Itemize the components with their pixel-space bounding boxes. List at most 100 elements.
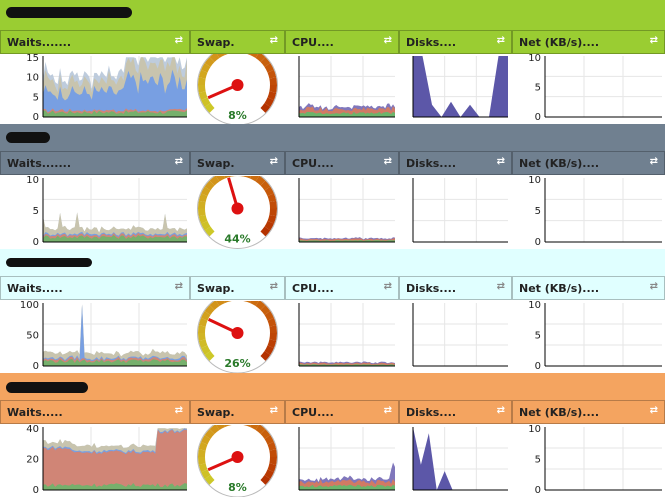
y-tick-label: 0: [33, 361, 39, 372]
refresh-icon[interactable]: ⇄: [269, 281, 278, 292]
chart-svg: 10 5 0: [528, 300, 662, 372]
group-2-header[interactable]: [0, 124, 665, 151]
gauge-arc: [264, 311, 274, 321]
refresh-icon[interactable]: ⇄: [174, 281, 183, 292]
refresh-icon[interactable]: ⇄: [269, 35, 278, 46]
column-header-waits[interactable]: Waits..... ⇄: [0, 400, 190, 424]
column-header-net[interactable]: Net (KB/s).... ⇄: [512, 276, 665, 300]
gauge-arc: [267, 91, 277, 101]
refresh-icon[interactable]: ⇄: [174, 35, 183, 46]
gauge-arc: [198, 317, 208, 327]
gauge-arc: [201, 311, 211, 321]
gauge-arc: [198, 214, 208, 224]
column-header-disks[interactable]: Disks.... ⇄: [399, 30, 512, 54]
column-header-disks[interactable]: Disks.... ⇄: [399, 400, 512, 424]
gauge-arc: [264, 469, 274, 479]
column-header-swap[interactable]: Swap. ⇄: [190, 30, 285, 54]
refresh-icon[interactable]: ⇄: [496, 281, 505, 292]
column-header-label: Waits.....: [7, 282, 63, 295]
gauge-arc: [264, 186, 274, 197]
column-header-net[interactable]: Net (KB/s).... ⇄: [512, 151, 665, 175]
gauge-hub: [231, 327, 244, 339]
column-header-label: Net (KB/s)....: [519, 157, 599, 170]
chart-svg: [298, 56, 395, 118]
y-tick-label: 10: [528, 54, 541, 64]
chart-svg: [298, 427, 395, 491]
gauge-arc: [209, 300, 220, 311]
refresh-icon[interactable]: ⇄: [383, 156, 392, 167]
y-tick-label: 100: [20, 301, 39, 311]
refresh-icon[interactable]: ⇄: [383, 281, 392, 292]
refresh-icon[interactable]: ⇄: [496, 405, 505, 416]
gauge-arc: [267, 214, 277, 224]
column-header-label: Net (KB/s)....: [519, 406, 599, 419]
group-4-header[interactable]: [0, 373, 665, 400]
gauge-arc: [269, 332, 277, 341]
gauge-arc: [198, 456, 206, 465]
refresh-icon[interactable]: ⇄: [383, 35, 392, 46]
cpu-area-series: [299, 111, 395, 117]
gauge-hub: [231, 79, 244, 91]
refresh-icon[interactable]: ⇄: [383, 405, 392, 416]
column-header-swap[interactable]: Swap. ⇄: [190, 400, 285, 424]
column-header-disks[interactable]: Disks.... ⇄: [399, 151, 512, 175]
cpu-area-series: [299, 484, 395, 490]
swap-percent-label: 8%: [228, 109, 247, 122]
gauge-arc: [198, 84, 206, 93]
chart-svg: 10 5 0: [528, 175, 662, 248]
refresh-icon[interactable]: ⇄: [174, 156, 183, 167]
panel-waits,swap,cpu,disks,net: 100 50 0: [0, 300, 190, 373]
y-tick-label: 0: [33, 237, 39, 248]
column-header-disks[interactable]: Disks.... ⇄: [399, 276, 512, 300]
gauge-arc: [260, 429, 271, 440]
y-tick-label: 0: [535, 485, 541, 496]
waits-area-series: [43, 234, 187, 242]
column-header-swap[interactable]: Swap. ⇄: [190, 276, 285, 300]
gauge-arc: [249, 172, 260, 182]
refresh-icon[interactable]: ⇄: [496, 156, 505, 167]
gauge-arc: [260, 180, 271, 191]
column-header-waits[interactable]: Waits..... ⇄: [0, 276, 190, 300]
panel-waits,swap,cpu,disks,net: 15 10 5 0: [0, 53, 190, 124]
column-header-swap[interactable]: Swap. ⇄: [190, 151, 285, 175]
column-header-waits[interactable]: Waits....... ⇄: [0, 151, 190, 175]
refresh-icon[interactable]: ⇄: [649, 35, 658, 46]
chart-svg: 10 5 0: [528, 424, 662, 496]
refresh-icon[interactable]: ⇄: [269, 156, 278, 167]
group-1-header[interactable]: [0, 0, 665, 30]
gauge-arc: [267, 193, 277, 203]
column-header-cpu[interactable]: CPU.... ⇄: [285, 400, 399, 424]
column-header-net[interactable]: Net (KB/s).... ⇄: [512, 30, 665, 54]
column-header-waits[interactable]: Waits....... ⇄: [0, 30, 190, 54]
chart-svg: 15 10 5 0: [26, 53, 187, 123]
refresh-icon[interactable]: ⇄: [496, 35, 505, 46]
column-header-cpu[interactable]: CPU.... ⇄: [285, 276, 399, 300]
gauge-arc: [267, 69, 277, 79]
refresh-icon[interactable]: ⇄: [649, 281, 658, 292]
swap-percent-label: 8%: [228, 481, 247, 494]
refresh-icon[interactable]: ⇄: [174, 405, 183, 416]
refresh-icon[interactable]: ⇄: [649, 156, 658, 167]
panel-waits,swap,cpu,disks,net: 10 5 0: [512, 300, 665, 373]
panel-waits,swap,cpu,disks,net: 40 20 0: [0, 424, 190, 497]
group-3-header[interactable]: [0, 249, 665, 277]
gauge-arc: [201, 97, 211, 107]
gauge-arc: [201, 220, 211, 231]
column-header-label: Swap.: [197, 157, 235, 170]
column-header-label: CPU....: [292, 36, 334, 49]
chart-svg: 26%: [197, 292, 278, 374]
gauge-arc: [204, 350, 215, 361]
refresh-icon[interactable]: ⇄: [269, 405, 278, 416]
gauge-arc: [260, 305, 271, 316]
column-header-cpu[interactable]: CPU.... ⇄: [285, 30, 399, 54]
gauge-arc: [255, 300, 266, 311]
column-header-cpu[interactable]: CPU.... ⇄: [285, 151, 399, 175]
chart-svg: [298, 303, 395, 367]
panel-waits,swap,cpu,disks,net: [285, 176, 399, 249]
gauge-arc: [269, 449, 277, 458]
gauge-arc: [204, 305, 215, 316]
gauge-arc: [198, 325, 206, 334]
refresh-icon[interactable]: ⇄: [649, 405, 658, 416]
gauge-arc: [198, 77, 206, 86]
column-header-net[interactable]: Net (KB/s).... ⇄: [512, 400, 665, 424]
